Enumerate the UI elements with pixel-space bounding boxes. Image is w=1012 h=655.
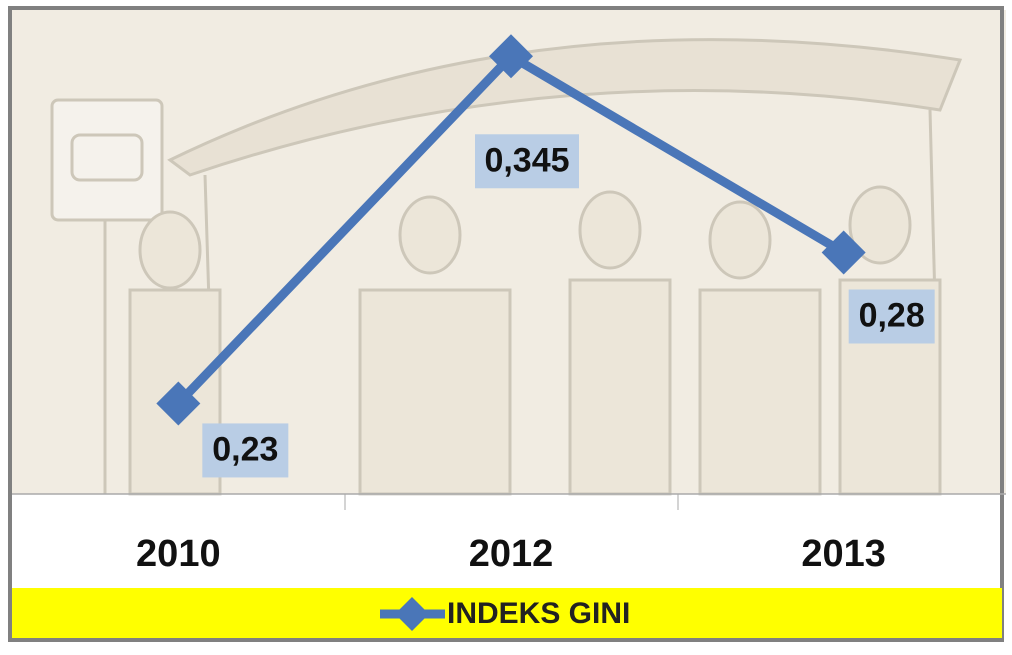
data-label: 0,345 (484, 141, 569, 179)
data-label: 0,28 (859, 296, 925, 334)
x-tick-label: 2012 (469, 533, 554, 575)
data-label: 0,23 (212, 430, 278, 468)
x-tick-label: 2010 (136, 533, 221, 575)
legend-label: INDEKS GINI (447, 597, 630, 630)
chart: 2010 2012 2013 0,23 0,345 0,28 INDEKS GINI (0, 0, 1012, 650)
page: 2010201220130,230,3450,28INDEKS GINI (()… (0, 0, 1012, 650)
x-tick-label: 2013 (801, 533, 886, 575)
